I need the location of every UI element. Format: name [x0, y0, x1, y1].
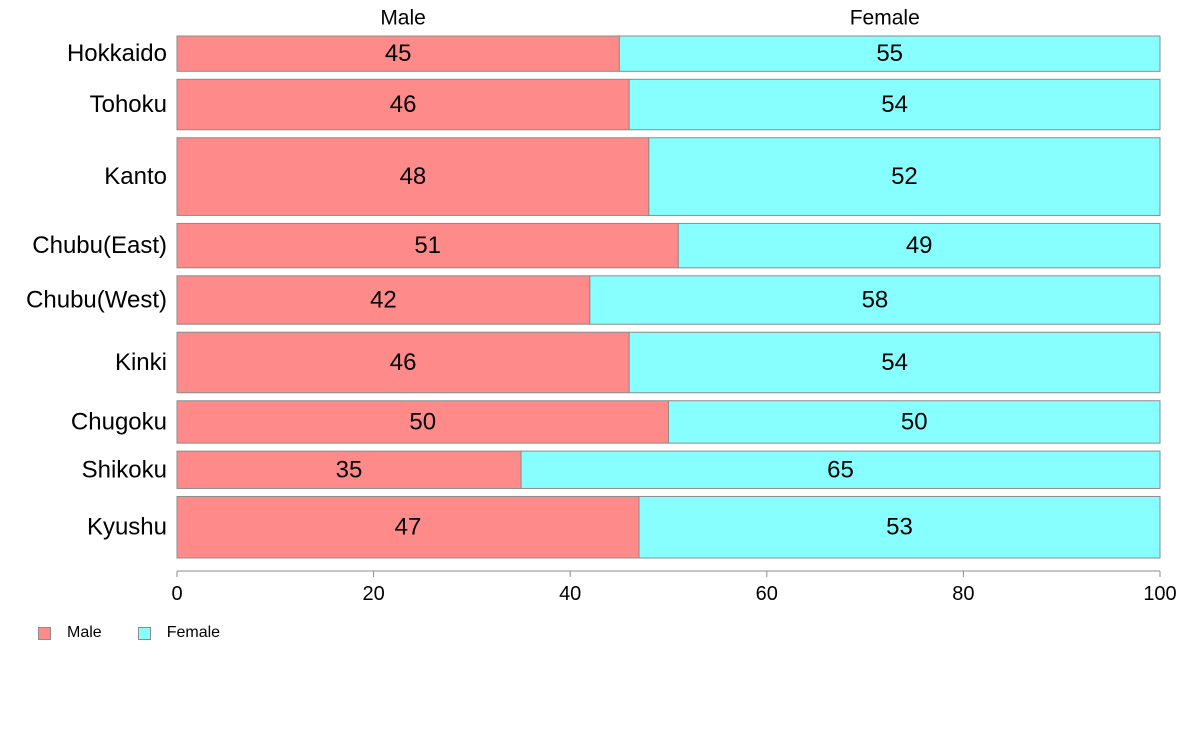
data-label-male-kinki: 46 — [390, 349, 417, 376]
x-tick-label-40: 40 — [559, 583, 581, 605]
bar-male-tohoku — [176, 78, 630, 131]
legend-label-female: Female — [166, 624, 221, 641]
data-label-female-kyushu: 53 — [886, 514, 913, 541]
legend-swatch-female — [137, 626, 151, 640]
category-label-kanto: Kanto — [104, 163, 167, 190]
category-label-hokkaido: Hokkaido — [67, 40, 167, 67]
data-label-male-chubu-west: 42 — [370, 287, 397, 314]
category-label-chugoku: Chugoku — [71, 408, 167, 435]
top-label-female: Female — [850, 7, 920, 30]
data-label-male-hokkaido: 45 — [385, 40, 412, 67]
legend-item-male: Male — [38, 624, 102, 642]
category-label-chubu-east: Chubu(East) — [32, 232, 167, 259]
data-label-female-chubu-west: 58 — [862, 287, 889, 314]
bar-male-chubu-east — [176, 222, 679, 269]
bar-female-hokkaido — [618, 35, 1161, 72]
bar-male-kyushu — [176, 495, 640, 559]
data-label-female-hokkaido: 55 — [876, 40, 903, 67]
category-label-kyushu: Kyushu — [87, 514, 167, 541]
data-label-female-chubu-east: 49 — [906, 232, 933, 259]
legend-item-female: Female — [137, 624, 221, 642]
data-label-male-shikoku: 35 — [336, 456, 363, 483]
bar-female-chubu-east — [677, 222, 1161, 269]
data-label-female-kinki: 54 — [881, 349, 908, 376]
category-label-chubu-west: Chubu(West) — [26, 287, 167, 314]
data-label-male-kyushu: 47 — [395, 514, 422, 541]
x-tick-label-80: 80 — [952, 583, 974, 605]
bar-male-hokkaido — [176, 35, 620, 72]
category-label-kinki: Kinki — [115, 349, 167, 376]
x-tick-label-0: 0 — [171, 583, 182, 605]
data-label-female-chugoku: 50 — [901, 408, 928, 435]
data-label-female-tohoku: 54 — [881, 91, 908, 118]
bar-female-chugoku — [668, 400, 1161, 444]
bar-female-kyushu — [638, 495, 1161, 559]
bar-female-shikoku — [520, 450, 1161, 489]
top-label-male: Male — [380, 7, 426, 30]
bar-female-kanto — [648, 137, 1161, 216]
data-label-male-chubu-east: 51 — [414, 232, 441, 259]
category-label-tohoku: Tohoku — [90, 91, 167, 118]
data-label-male-chugoku: 50 — [409, 408, 436, 435]
x-tick-label-60: 60 — [756, 583, 778, 605]
data-label-female-shikoku: 65 — [827, 456, 854, 483]
data-label-male-kanto: 48 — [400, 163, 427, 190]
legend-label-male: Male — [67, 624, 102, 641]
bar-female-kinki — [628, 331, 1161, 394]
bar-male-chubu-west — [176, 275, 591, 325]
data-label-female-kanto: 52 — [891, 163, 918, 190]
x-tick-label-100: 100 — [1143, 583, 1176, 605]
x-tick-label-20: 20 — [362, 583, 384, 605]
bar-female-chubu-west — [589, 275, 1161, 325]
data-label-male-tohoku: 46 — [390, 91, 417, 118]
category-label-shikoku: Shikoku — [82, 456, 167, 483]
bar-female-tohoku — [628, 78, 1161, 131]
legend-swatch-male — [38, 626, 51, 640]
legend: Male Female — [38, 624, 256, 642]
bar-male-shikoku — [176, 450, 522, 489]
bar-male-kinki — [176, 331, 630, 394]
